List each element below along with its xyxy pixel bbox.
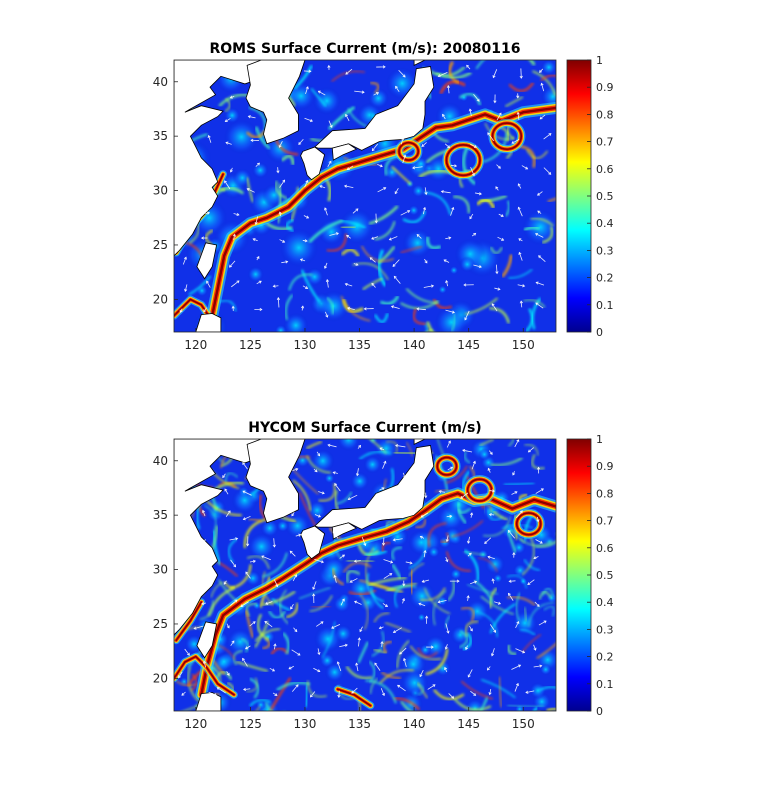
colorbar-tick-label: 0.9 xyxy=(596,81,614,94)
colorbar-tick-label: 1 xyxy=(596,433,603,446)
velocity-arrows xyxy=(179,64,552,321)
y-tick-label: 20 xyxy=(153,671,168,685)
y-tick-label: 35 xyxy=(153,129,168,143)
y-tick-label: 30 xyxy=(153,184,168,198)
land-taiwan xyxy=(196,242,218,280)
colorbar-tick-label: 0.2 xyxy=(596,272,614,285)
x-axis: 120 125 130 135 140 145 150 xyxy=(184,328,535,352)
roms-panel: ROMS Surface Current (m/s): 20080116 120… xyxy=(153,41,614,352)
y-tick-label: 25 xyxy=(153,238,168,252)
colorbar-tick-label: 0.3 xyxy=(596,244,614,257)
hycom-panel: HYCOM Surface Current (m/s) 120 125 130 135… xyxy=(153,420,614,731)
colorbar-tick-label: 0.5 xyxy=(596,190,614,203)
colorbar-tick-label: 0.5 xyxy=(596,569,614,582)
land-luzon xyxy=(195,692,222,711)
colorbar-tick-label: 1 xyxy=(596,54,603,67)
kuroshio-current xyxy=(174,453,556,710)
y-tick-label: 40 xyxy=(153,75,168,89)
land-mask xyxy=(174,60,481,332)
land-hokkaido xyxy=(413,60,481,67)
x-tick-label: 130 xyxy=(294,717,317,731)
colorbar-tick-label: 0.9 xyxy=(596,460,614,473)
colorbar-tick-label: 0.4 xyxy=(596,217,614,230)
land-kyushu xyxy=(300,525,326,560)
hycom-map-area xyxy=(173,438,557,712)
land-china xyxy=(174,439,268,636)
x-tick-label: 120 xyxy=(184,717,207,731)
y-axis: 20 25 30 35 40 xyxy=(153,454,178,685)
velocity-arrows xyxy=(178,439,547,699)
land-china xyxy=(174,60,268,257)
land-luzon xyxy=(195,313,222,332)
eddy-field xyxy=(174,439,556,711)
x-tick-label: 150 xyxy=(512,717,535,731)
land-mask xyxy=(174,439,481,711)
y-tick-label: 40 xyxy=(153,454,168,468)
x-tick-label: 140 xyxy=(403,338,426,352)
x-tick-label: 135 xyxy=(348,338,371,352)
map-frame xyxy=(173,59,557,333)
y-tick-label: 25 xyxy=(153,617,168,631)
hycom-panel-title: HYCOM Surface Current (m/s) xyxy=(248,420,481,436)
y-axis: 20 25 30 35 40 xyxy=(153,75,178,306)
land-honshu xyxy=(314,66,435,151)
land-korea xyxy=(245,439,306,524)
colorbar-tick-label: 0.6 xyxy=(596,163,614,176)
y-tick-label: 35 xyxy=(153,508,168,522)
x-tick-label: 145 xyxy=(457,717,480,731)
map-frame xyxy=(173,438,557,712)
colorbar-ticks: 0 0.1 0.2 0.3 0.4 0.5 0.6 0.7 0.8 0.9 1 xyxy=(587,433,614,718)
colorbar-tick-label: 0.4 xyxy=(596,596,614,609)
land-shikoku xyxy=(331,143,358,161)
x-tick-label: 120 xyxy=(184,338,207,352)
colorbar-tick-label: 0.6 xyxy=(596,542,614,555)
colorbar-tick-label: 0.1 xyxy=(596,299,614,312)
colorbar: 0 0.1 0.2 0.3 0.4 0.5 0.6 0.7 0.8 0.9 1 xyxy=(566,433,614,718)
x-tick-label: 140 xyxy=(403,717,426,731)
colorbar: 0 0.1 0.2 0.3 0.4 0.5 0.6 0.7 0.8 0.9 1 xyxy=(566,54,614,339)
land-taiwan xyxy=(196,621,218,659)
colorbar-ticks: 0 0.1 0.2 0.3 0.4 0.5 0.6 0.7 0.8 0.9 1 xyxy=(587,54,614,339)
colorbar-tick-label: 0 xyxy=(596,326,603,339)
kuroshio-current xyxy=(174,101,556,325)
colorbar-tick-label: 0.7 xyxy=(596,136,614,149)
y-tick-label: 30 xyxy=(153,563,168,577)
colorbar-tick-label: 0.8 xyxy=(596,108,614,121)
x-axis: 120 125 130 135 140 145 150 xyxy=(184,707,535,731)
land-hokkaido xyxy=(413,439,481,446)
x-tick-label: 130 xyxy=(294,338,317,352)
x-tick-label: 125 xyxy=(239,338,262,352)
x-tick-label: 125 xyxy=(239,717,262,731)
colorbar-tick-label: 0 xyxy=(596,705,603,718)
land-shikoku xyxy=(331,522,358,540)
land-korea xyxy=(245,60,306,145)
land-kyushu xyxy=(300,146,326,181)
roms-map-area xyxy=(173,59,557,333)
land-honshu xyxy=(314,445,435,530)
colorbar-tick-label: 0.8 xyxy=(596,487,614,500)
x-tick-label: 150 xyxy=(512,338,535,352)
colorbar-tick-label: 0.7 xyxy=(596,515,614,528)
colorbar-tick-label: 0.2 xyxy=(596,651,614,664)
colorbar-gradient xyxy=(566,59,592,333)
y-tick-label: 20 xyxy=(153,292,168,306)
x-tick-label: 145 xyxy=(457,338,480,352)
colorbar-tick-label: 0.1 xyxy=(596,678,614,691)
x-tick-label: 135 xyxy=(348,717,371,731)
roms-panel-title: ROMS Surface Current (m/s): 20080116 xyxy=(209,41,520,57)
colorbar-tick-label: 0.3 xyxy=(596,623,614,636)
